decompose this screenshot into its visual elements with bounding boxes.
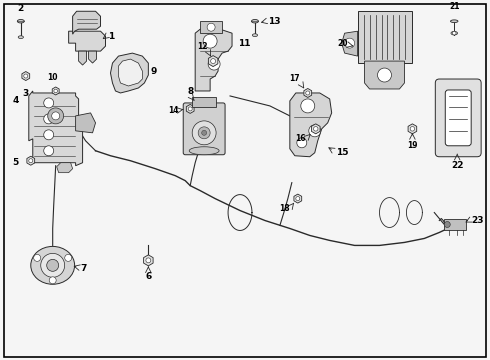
- Text: 15: 15: [336, 148, 348, 157]
- Circle shape: [44, 114, 54, 124]
- Ellipse shape: [451, 31, 458, 35]
- FancyBboxPatch shape: [435, 79, 481, 157]
- FancyBboxPatch shape: [183, 103, 225, 155]
- Text: 19: 19: [407, 141, 417, 150]
- Ellipse shape: [189, 147, 219, 155]
- Text: 23: 23: [471, 216, 484, 225]
- Ellipse shape: [18, 36, 24, 39]
- Polygon shape: [52, 87, 59, 95]
- Polygon shape: [27, 156, 35, 165]
- Circle shape: [52, 112, 60, 120]
- Text: 11: 11: [238, 39, 250, 48]
- Circle shape: [444, 221, 450, 228]
- Circle shape: [49, 277, 56, 284]
- Polygon shape: [200, 21, 222, 33]
- Polygon shape: [304, 89, 312, 98]
- Ellipse shape: [252, 34, 258, 37]
- Text: 17: 17: [289, 74, 300, 83]
- Circle shape: [296, 197, 300, 201]
- Polygon shape: [110, 53, 148, 93]
- Circle shape: [188, 107, 192, 111]
- Circle shape: [34, 255, 41, 261]
- Text: 8: 8: [187, 87, 194, 96]
- Circle shape: [44, 146, 54, 156]
- Polygon shape: [342, 31, 358, 56]
- Polygon shape: [89, 51, 97, 63]
- Circle shape: [47, 259, 59, 271]
- Circle shape: [211, 59, 216, 64]
- Ellipse shape: [17, 19, 24, 23]
- Polygon shape: [290, 93, 332, 157]
- Circle shape: [44, 98, 54, 108]
- Text: 16: 16: [295, 134, 306, 143]
- Polygon shape: [29, 91, 83, 166]
- Polygon shape: [208, 55, 218, 67]
- Text: 5: 5: [13, 158, 19, 167]
- Polygon shape: [73, 11, 100, 34]
- Circle shape: [41, 253, 65, 277]
- Polygon shape: [119, 59, 143, 86]
- Circle shape: [24, 74, 28, 78]
- Circle shape: [207, 23, 215, 31]
- Circle shape: [306, 91, 310, 95]
- Text: 7: 7: [80, 264, 87, 273]
- Circle shape: [48, 108, 64, 124]
- Polygon shape: [57, 163, 73, 173]
- Bar: [192, 97, 216, 107]
- Polygon shape: [408, 124, 416, 134]
- Polygon shape: [75, 113, 96, 133]
- Text: 22: 22: [451, 161, 464, 170]
- Bar: [444, 219, 466, 230]
- Text: 2: 2: [18, 4, 24, 13]
- Text: 21: 21: [449, 2, 460, 11]
- Circle shape: [54, 89, 57, 93]
- Circle shape: [198, 127, 210, 139]
- Circle shape: [146, 258, 151, 263]
- Text: 14: 14: [168, 107, 178, 116]
- Text: 1: 1: [108, 32, 115, 41]
- Polygon shape: [365, 61, 404, 89]
- Circle shape: [203, 34, 217, 48]
- Text: 18: 18: [279, 204, 290, 213]
- Circle shape: [314, 127, 318, 131]
- Polygon shape: [78, 51, 87, 65]
- Circle shape: [44, 130, 54, 140]
- Polygon shape: [312, 124, 320, 134]
- Circle shape: [202, 130, 207, 135]
- Polygon shape: [69, 31, 105, 51]
- Text: 20: 20: [337, 39, 347, 48]
- Circle shape: [29, 159, 33, 163]
- Ellipse shape: [251, 19, 258, 23]
- Text: 4: 4: [12, 96, 19, 105]
- Circle shape: [192, 121, 216, 145]
- FancyBboxPatch shape: [445, 90, 471, 146]
- Circle shape: [452, 31, 456, 35]
- Text: 12: 12: [197, 42, 208, 51]
- Bar: [358, 11, 413, 63]
- Text: 6: 6: [145, 272, 151, 281]
- Circle shape: [410, 127, 415, 131]
- Polygon shape: [294, 194, 302, 203]
- Text: 3: 3: [23, 89, 29, 98]
- Polygon shape: [144, 255, 153, 266]
- Circle shape: [208, 58, 220, 70]
- Polygon shape: [22, 72, 30, 81]
- Circle shape: [344, 38, 355, 48]
- Circle shape: [309, 125, 321, 137]
- Circle shape: [377, 68, 392, 82]
- Circle shape: [65, 255, 72, 261]
- Polygon shape: [186, 104, 194, 113]
- Circle shape: [297, 138, 307, 148]
- Text: 9: 9: [150, 67, 157, 76]
- Ellipse shape: [450, 20, 458, 23]
- Polygon shape: [195, 29, 232, 91]
- Text: 13: 13: [268, 17, 280, 26]
- Circle shape: [301, 99, 315, 113]
- Text: 10: 10: [48, 73, 58, 82]
- Ellipse shape: [31, 246, 74, 284]
